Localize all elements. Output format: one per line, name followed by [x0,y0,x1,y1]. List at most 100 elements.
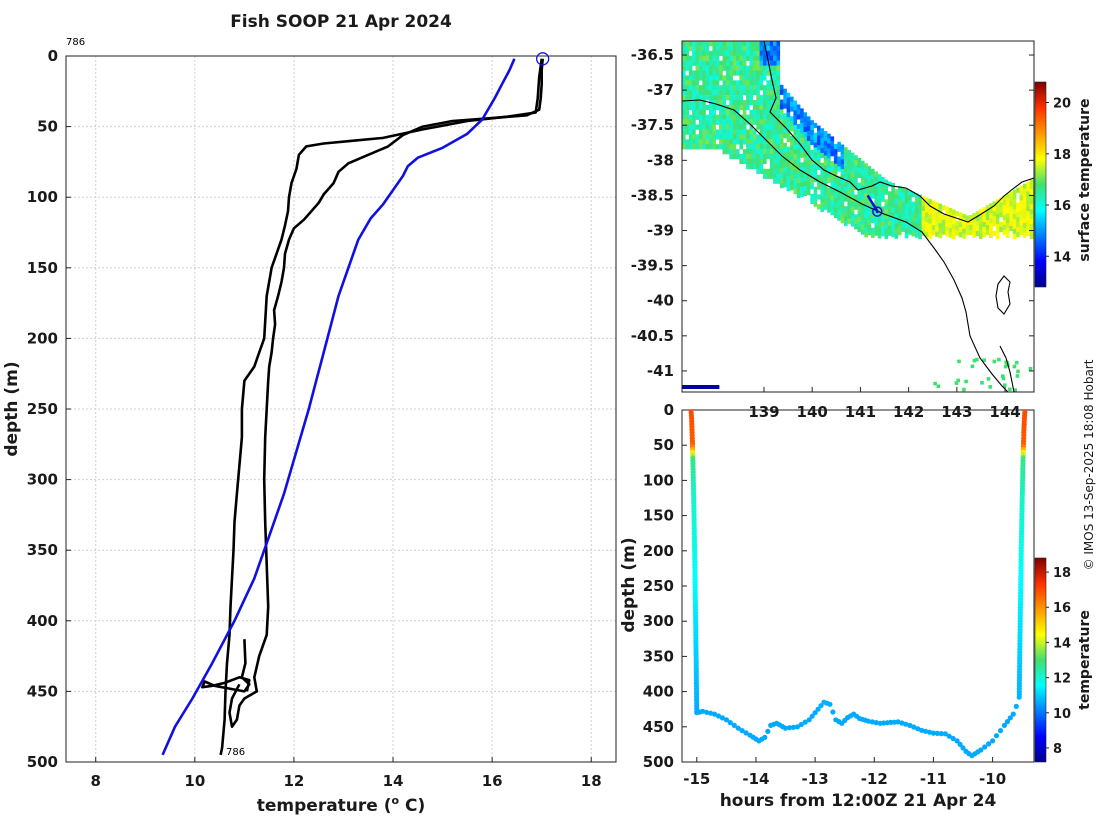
sst-cell [698,75,703,81]
sst-colorbar-tick-label: 16 [1053,199,1071,214]
section-dot [957,741,963,748]
map-x-tick-label: 140 [797,403,828,421]
sst-cell [833,193,838,199]
sst-cell [763,65,767,71]
sst-cell [840,188,845,194]
sst-cell [844,162,848,168]
coastline-mainland [763,41,1034,223]
sst-cell [719,75,723,81]
sst-cell [1003,364,1008,369]
sst-cell [763,60,767,66]
sst-cell [857,162,862,169]
sst-cell [766,70,770,76]
sst-cell [806,160,811,166]
sst-cell [715,95,720,101]
sst-cell [877,189,882,195]
sst-cell [722,144,727,150]
sst-cell [847,164,851,170]
sst-cell [823,160,828,166]
sst-cell [867,176,872,182]
sst-cell [763,75,767,81]
sst-cell [793,179,797,185]
sst-cell [729,75,733,81]
sst-cell [759,149,764,155]
sst-cell [763,114,767,120]
sst-cell [800,162,804,168]
sst-cell [725,124,730,130]
sst-cell [918,234,922,240]
sst-cell [688,385,693,389]
sst-cell [800,187,804,193]
sst-cell [1009,191,1013,197]
sst-cell [779,168,784,174]
sst-cell [840,174,845,180]
tasmania-coast [999,345,1015,392]
sst-cell [722,114,727,120]
sst-cell [891,217,895,223]
sst-cell [739,41,743,47]
sst-cell [688,45,693,52]
sst-cell [850,216,855,222]
sst-cell [891,222,895,228]
sst-cell [732,70,737,76]
sst-cell [783,152,787,158]
sst-cell [867,225,872,231]
sst-cell [901,197,905,203]
sst-cell [796,158,801,164]
sst-cell [769,134,774,140]
sst-cell [786,102,791,108]
sst-cell [827,163,831,169]
sst-cell [732,60,737,66]
section-dot [723,717,730,723]
profile-x-tick-label: 18 [581,772,602,790]
sst-cell [763,149,767,155]
map-y-tick-label: -37 [647,81,674,99]
sst-cell [695,65,700,71]
temperature-colorbar-tick-label: 8 [1053,742,1062,757]
sst-cell [763,154,767,160]
sst-cell [867,210,872,216]
sst-cell [766,173,770,179]
sst-cell [729,85,733,91]
sst-cell [712,85,716,91]
sst-cell [776,154,781,160]
sst-cell [860,219,865,225]
sst-cell [1006,203,1010,209]
sst-cell [692,80,696,86]
sst-cell [773,139,777,145]
sst-cell [898,185,902,192]
sst-cell [773,173,777,179]
sst-cell [682,134,686,140]
sst-cell [793,139,797,145]
sst-cell [712,55,716,61]
section-dot [930,730,937,736]
sst-cell [813,157,818,163]
sst-cell [722,139,727,145]
sst-cell [749,70,754,76]
sst-cell [796,124,801,130]
sst-cell [833,163,838,169]
sst-cell [1026,201,1030,207]
sst-cell [911,226,916,232]
sst-cell [682,75,686,81]
sst-cell [786,181,791,187]
sst-cell [955,230,959,236]
sst-cell [803,127,808,133]
section-x-tick-label: -12 [861,770,888,788]
sst-cell [827,153,831,159]
sst-cell [904,223,909,229]
section-dot [907,722,913,729]
sst-cell [820,172,824,178]
sst-cell [779,148,784,154]
sst-cell [806,155,811,161]
sst-cell [793,134,797,141]
sst-cell [752,80,757,86]
sst-cell [790,96,794,102]
sst-cell [769,149,774,155]
sst-cell [705,70,710,76]
sst-cell [749,109,754,115]
sst-cell [995,219,1000,225]
sst-cell [698,60,703,66]
sst-cell [739,114,743,120]
sst-cell [709,55,713,61]
